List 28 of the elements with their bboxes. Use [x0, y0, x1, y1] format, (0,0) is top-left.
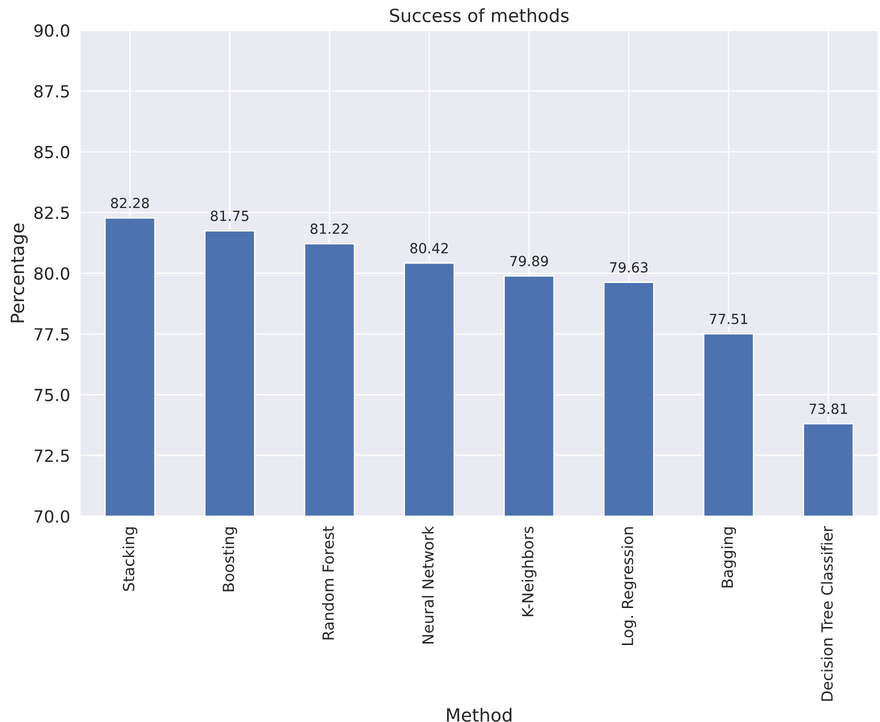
x-tick-label: Bagging	[721, 527, 736, 588]
x-tick-label: Decision Tree Classifier	[820, 526, 833, 701]
x-tick-label: Random Forest	[322, 526, 334, 640]
y-tick-label: 77.5	[34, 328, 69, 341]
x-tick-label: Boosting	[222, 527, 238, 592]
y-tick-label: 75.0	[34, 388, 70, 402]
y-tick-label: 85.0	[34, 146, 70, 158]
data-label: 79.63	[610, 262, 648, 273]
data-label: 80.42	[410, 242, 448, 254]
y-tick-label: 72.5	[34, 449, 69, 462]
data-label: 77.51	[710, 314, 748, 324]
data-label: 82.28	[111, 198, 149, 208]
y-tick-label: 90.0	[34, 24, 70, 37]
y-tick-label: 87.5	[34, 85, 69, 98]
y-tick-label: 70.0	[34, 510, 70, 523]
y-tick-label: 80.0	[34, 267, 70, 280]
x-tick-label: Neural Network	[422, 526, 434, 644]
x-tick-label: Log. Regression	[621, 527, 636, 646]
x-tick-label: Stacking	[122, 527, 138, 591]
y-axis-title: Percentage	[10, 223, 28, 322]
data-label: 73.81	[810, 404, 847, 414]
data-label: 81.75	[210, 210, 248, 222]
x-tick-label: K-Neighbors	[522, 526, 536, 616]
data-label: 79.89	[510, 256, 548, 266]
data-label: 81.22	[310, 223, 348, 234]
chart-title: Success of methods	[390, 8, 569, 22]
y-tick-label: 82.5	[34, 206, 69, 220]
x-axis-title: Method	[447, 708, 512, 722]
